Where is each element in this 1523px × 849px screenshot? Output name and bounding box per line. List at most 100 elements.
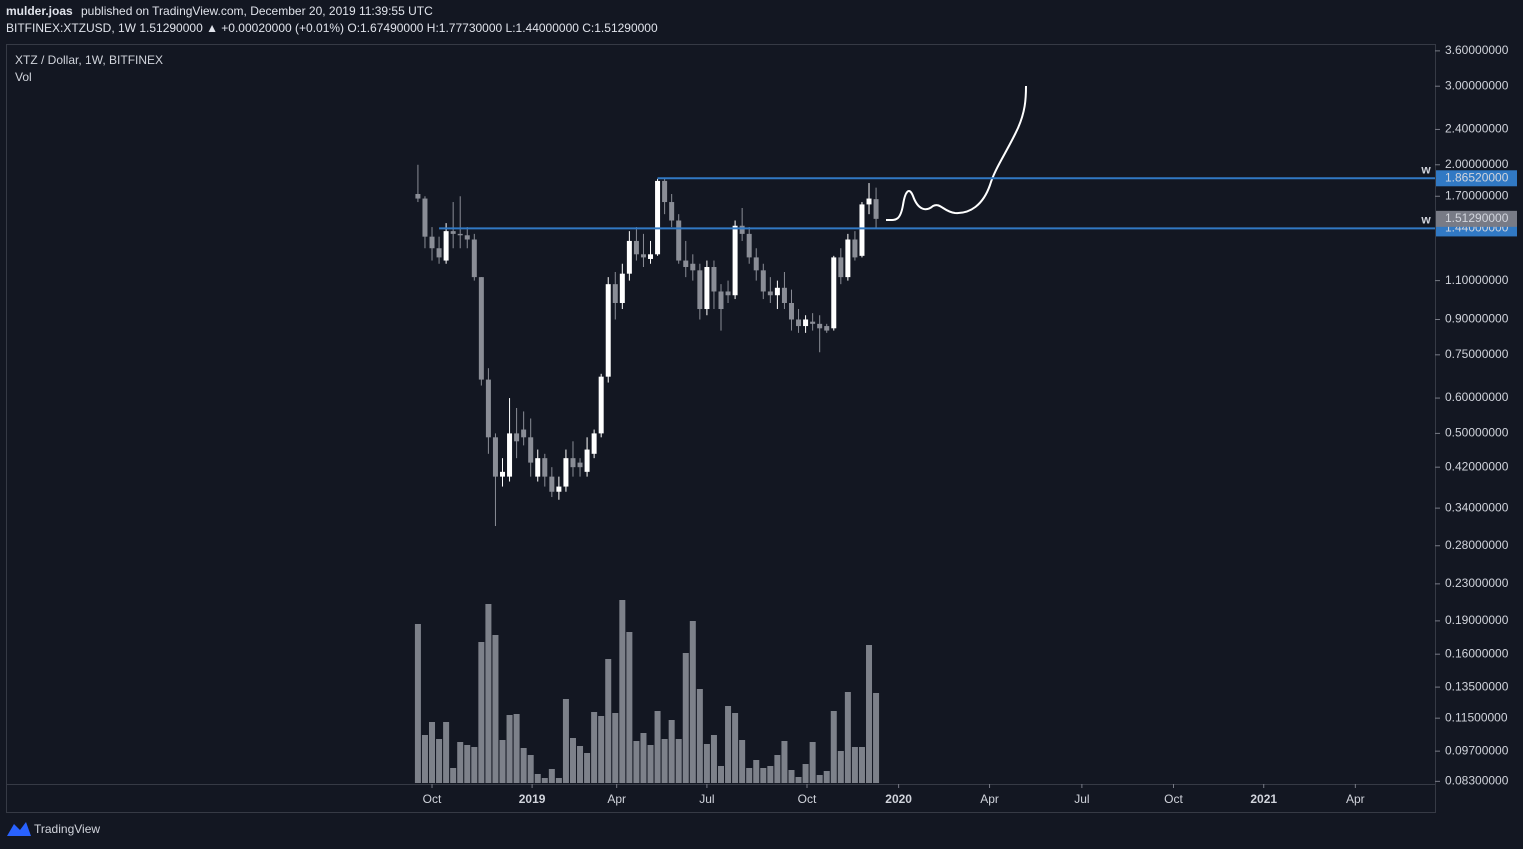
line-tag: w	[1420, 213, 1431, 227]
y-tick-label: 0.50000000	[1445, 426, 1509, 440]
last-price-box	[1436, 210, 1517, 227]
volume-bar	[499, 740, 506, 783]
candle-body	[542, 458, 548, 477]
volume-bar	[605, 659, 612, 783]
y-tick-label: 1.10000000	[1445, 273, 1509, 287]
volume-bar	[816, 775, 823, 783]
volume-bar	[873, 693, 880, 783]
candle-body	[478, 277, 484, 380]
volume-bar	[513, 714, 520, 783]
candle-body	[514, 433, 520, 442]
x-tick-label: Jul	[699, 792, 714, 806]
volume-bar	[577, 746, 584, 783]
volume-bar	[485, 604, 492, 783]
volume-bar	[443, 722, 450, 783]
volume-bar	[753, 760, 760, 783]
y-tick-label: 3.00000000	[1445, 78, 1509, 92]
author: mulder.joas	[6, 4, 73, 18]
x-tick-label: Jul	[1074, 792, 1089, 806]
y-tick-label: 0.11500000	[1445, 710, 1508, 724]
volume-bar	[809, 742, 816, 783]
x-tick-label: Apr	[607, 792, 626, 806]
y-tick-label: 1.70000000	[1445, 188, 1509, 202]
drawn-projection	[885, 85, 1027, 222]
volume-bar	[429, 722, 436, 783]
volume-bar	[767, 766, 774, 783]
volume-bar	[414, 624, 421, 783]
volume-bar	[725, 706, 732, 783]
plot-border	[6, 44, 1436, 813]
volume-bar	[436, 739, 443, 783]
y-tick-label: 0.23000000	[1445, 576, 1509, 590]
candle-body	[711, 267, 717, 292]
y-tick-label: 0.28000000	[1445, 538, 1509, 552]
volume-bar	[851, 747, 858, 783]
candle-body	[640, 254, 646, 258]
candle-body	[753, 257, 759, 271]
price-label-box	[1436, 170, 1517, 187]
y-tick-label: 0.42000000	[1445, 459, 1509, 473]
candle-body	[422, 198, 428, 237]
candle-body	[774, 287, 780, 296]
volume-bar	[802, 764, 809, 783]
x-tick-label: 2021	[1250, 792, 1277, 806]
volume-bar	[689, 621, 696, 783]
candle-body	[662, 180, 668, 203]
volume-bar	[858, 747, 865, 783]
volume-bar	[548, 769, 555, 783]
footer-brand: TradingView	[34, 822, 100, 836]
volume-bar	[555, 778, 562, 783]
candle-body	[563, 458, 569, 487]
logo	[7, 822, 31, 836]
x-tick-label: Oct	[1164, 792, 1183, 806]
candle-body	[725, 291, 731, 296]
candle-body	[500, 471, 506, 477]
volume-bar	[718, 766, 724, 783]
candle-body	[598, 376, 604, 434]
y-tick-label: 3.60000000	[1445, 43, 1509, 57]
candle-body	[669, 202, 675, 221]
volume-bar	[682, 653, 689, 783]
candle-body	[718, 291, 724, 310]
candle-body	[464, 235, 470, 240]
candle-body	[436, 248, 442, 258]
volume-bar	[647, 745, 654, 783]
volume-bar	[781, 741, 788, 783]
candle-body	[655, 180, 661, 255]
candle-body	[570, 458, 576, 468]
volume-bar	[450, 768, 457, 783]
volume-bar	[746, 768, 753, 783]
y-tick-label: 0.08300000	[1445, 774, 1509, 788]
volume-bar	[760, 768, 767, 783]
candle-body	[767, 291, 773, 296]
candle-body	[485, 379, 491, 438]
volume-bar	[478, 642, 485, 783]
volume-bar	[732, 713, 739, 783]
y-tick-label: 0.75000000	[1445, 347, 1509, 361]
y-tick-label: 0.60000000	[1445, 390, 1509, 404]
candle-body	[549, 476, 555, 492]
candle-body	[584, 449, 590, 472]
x-tick-label: Oct	[423, 792, 442, 806]
y-tick-label: 2.40000000	[1445, 122, 1509, 136]
last-price-label: 1.51290000	[1445, 211, 1509, 225]
volume-bar	[823, 771, 830, 783]
volume-bar	[527, 755, 534, 783]
volume-bar	[471, 747, 478, 783]
volume-bar	[633, 741, 640, 783]
volume-bar	[541, 778, 548, 783]
volume-bar	[837, 751, 844, 783]
candle-body	[817, 323, 823, 329]
candle-body	[648, 254, 654, 259]
volume-bar	[457, 742, 464, 783]
candle-body	[415, 193, 421, 199]
y-tick-label: 0.09700000	[1445, 743, 1509, 757]
candle-body	[796, 319, 802, 327]
candle-body	[873, 199, 879, 219]
volume-bar	[661, 739, 668, 783]
candle-body	[746, 233, 752, 258]
price-label: 1.86520000	[1445, 170, 1509, 184]
y-tick-label: 0.16000000	[1445, 646, 1509, 660]
